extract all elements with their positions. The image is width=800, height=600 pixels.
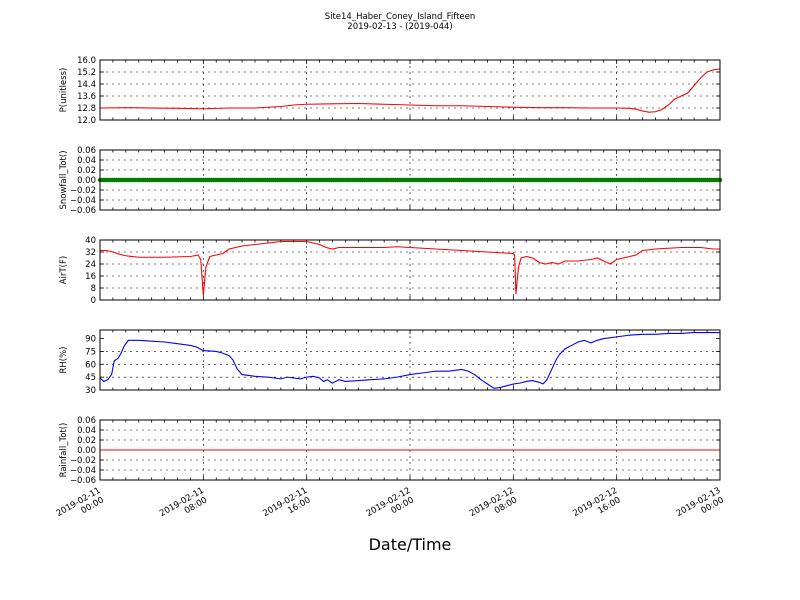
- y-tick-label: 0.00: [77, 176, 96, 186]
- y-tick-label: −0.06: [70, 476, 96, 486]
- y-axis-label: RH(%): [59, 346, 69, 373]
- panel-3: 0 8 16 24 32 40 AirT(F): [59, 236, 721, 306]
- y-tick-label: 0.06: [77, 146, 96, 156]
- y-tick-label: 60: [85, 360, 96, 370]
- panel-1: 12.0 12.8 13.6 14.4 15.2 16.0 P(unitless): [59, 56, 721, 126]
- y-tick-label: −0.02: [70, 186, 96, 196]
- y-tick-label: 13.6: [77, 92, 96, 102]
- y-tick-label: 40: [85, 236, 96, 246]
- panel-5: −0.06−0.04−0.020.000.020.040.06 Rainfall_…: [59, 416, 721, 486]
- y-tick-label: 16: [85, 272, 96, 282]
- y-tick-label: 0.06: [77, 416, 96, 426]
- y-tick-label: 30: [85, 386, 96, 396]
- y-tick-label: −0.02: [70, 456, 96, 466]
- series-line: [99, 332, 720, 389]
- y-tick-label: −0.04: [70, 466, 96, 476]
- y-tick-label: 0.04: [77, 156, 96, 166]
- y-tick-label: 16.0: [77, 56, 96, 66]
- y-tick-label: 12.8: [77, 104, 96, 114]
- panel-2: −0.06−0.04−0.020.000.020.040.06 Snowfall_…: [59, 146, 723, 216]
- panels: 12.0 12.8 13.6 14.4 15.2 16.0 P(unitless) −0.06…: [59, 56, 723, 486]
- y-tick-label: −0.04: [70, 196, 96, 206]
- y-tick-label: 0: [91, 296, 96, 306]
- plot-frame: [99, 239, 721, 301]
- y-tick-label: −0.06: [70, 206, 96, 216]
- y-tick-label: 90: [85, 335, 96, 345]
- y-axis-label: Snowfall_Tot(): [59, 150, 69, 209]
- plot-frame: [99, 59, 721, 121]
- y-tick-label: 14.4: [77, 80, 96, 90]
- figure-title-line-2: 2019-02-13 - (2019-044): [347, 22, 452, 32]
- y-tick-label: 32: [85, 248, 96, 258]
- x-axis-label: Date/Time: [369, 535, 452, 554]
- y-tick-label: 0.04: [77, 426, 96, 436]
- y-axis-label: Rainfall_Tot(): [59, 423, 69, 478]
- plot-frame: [99, 329, 721, 391]
- y-tick-label: 8: [91, 284, 96, 294]
- y-tick-label: 24: [85, 260, 96, 270]
- figure-title-line-1: Site14_Haber_Coney_Island_Fifteen: [325, 12, 476, 22]
- y-tick-label: 12.0: [77, 116, 96, 126]
- plot-frame: [99, 419, 721, 481]
- y-tick-label: 0.00: [77, 446, 96, 456]
- y-axis-label: AirT(F): [59, 256, 69, 284]
- series-line: [100, 240, 720, 296]
- y-tick-label: 75: [85, 347, 96, 357]
- y-axis-label: P(unitless): [59, 68, 69, 113]
- y-tick-label: 45: [85, 373, 96, 383]
- y-tick-label: 0.02: [77, 436, 96, 446]
- y-tick-label: 15.2: [77, 68, 96, 78]
- y-tick-label: 0.02: [77, 166, 96, 176]
- plot-frame: [99, 149, 721, 211]
- series-line: [99, 68, 721, 113]
- panel-4: 30 45 60 75 90 RH(%): [59, 329, 721, 396]
